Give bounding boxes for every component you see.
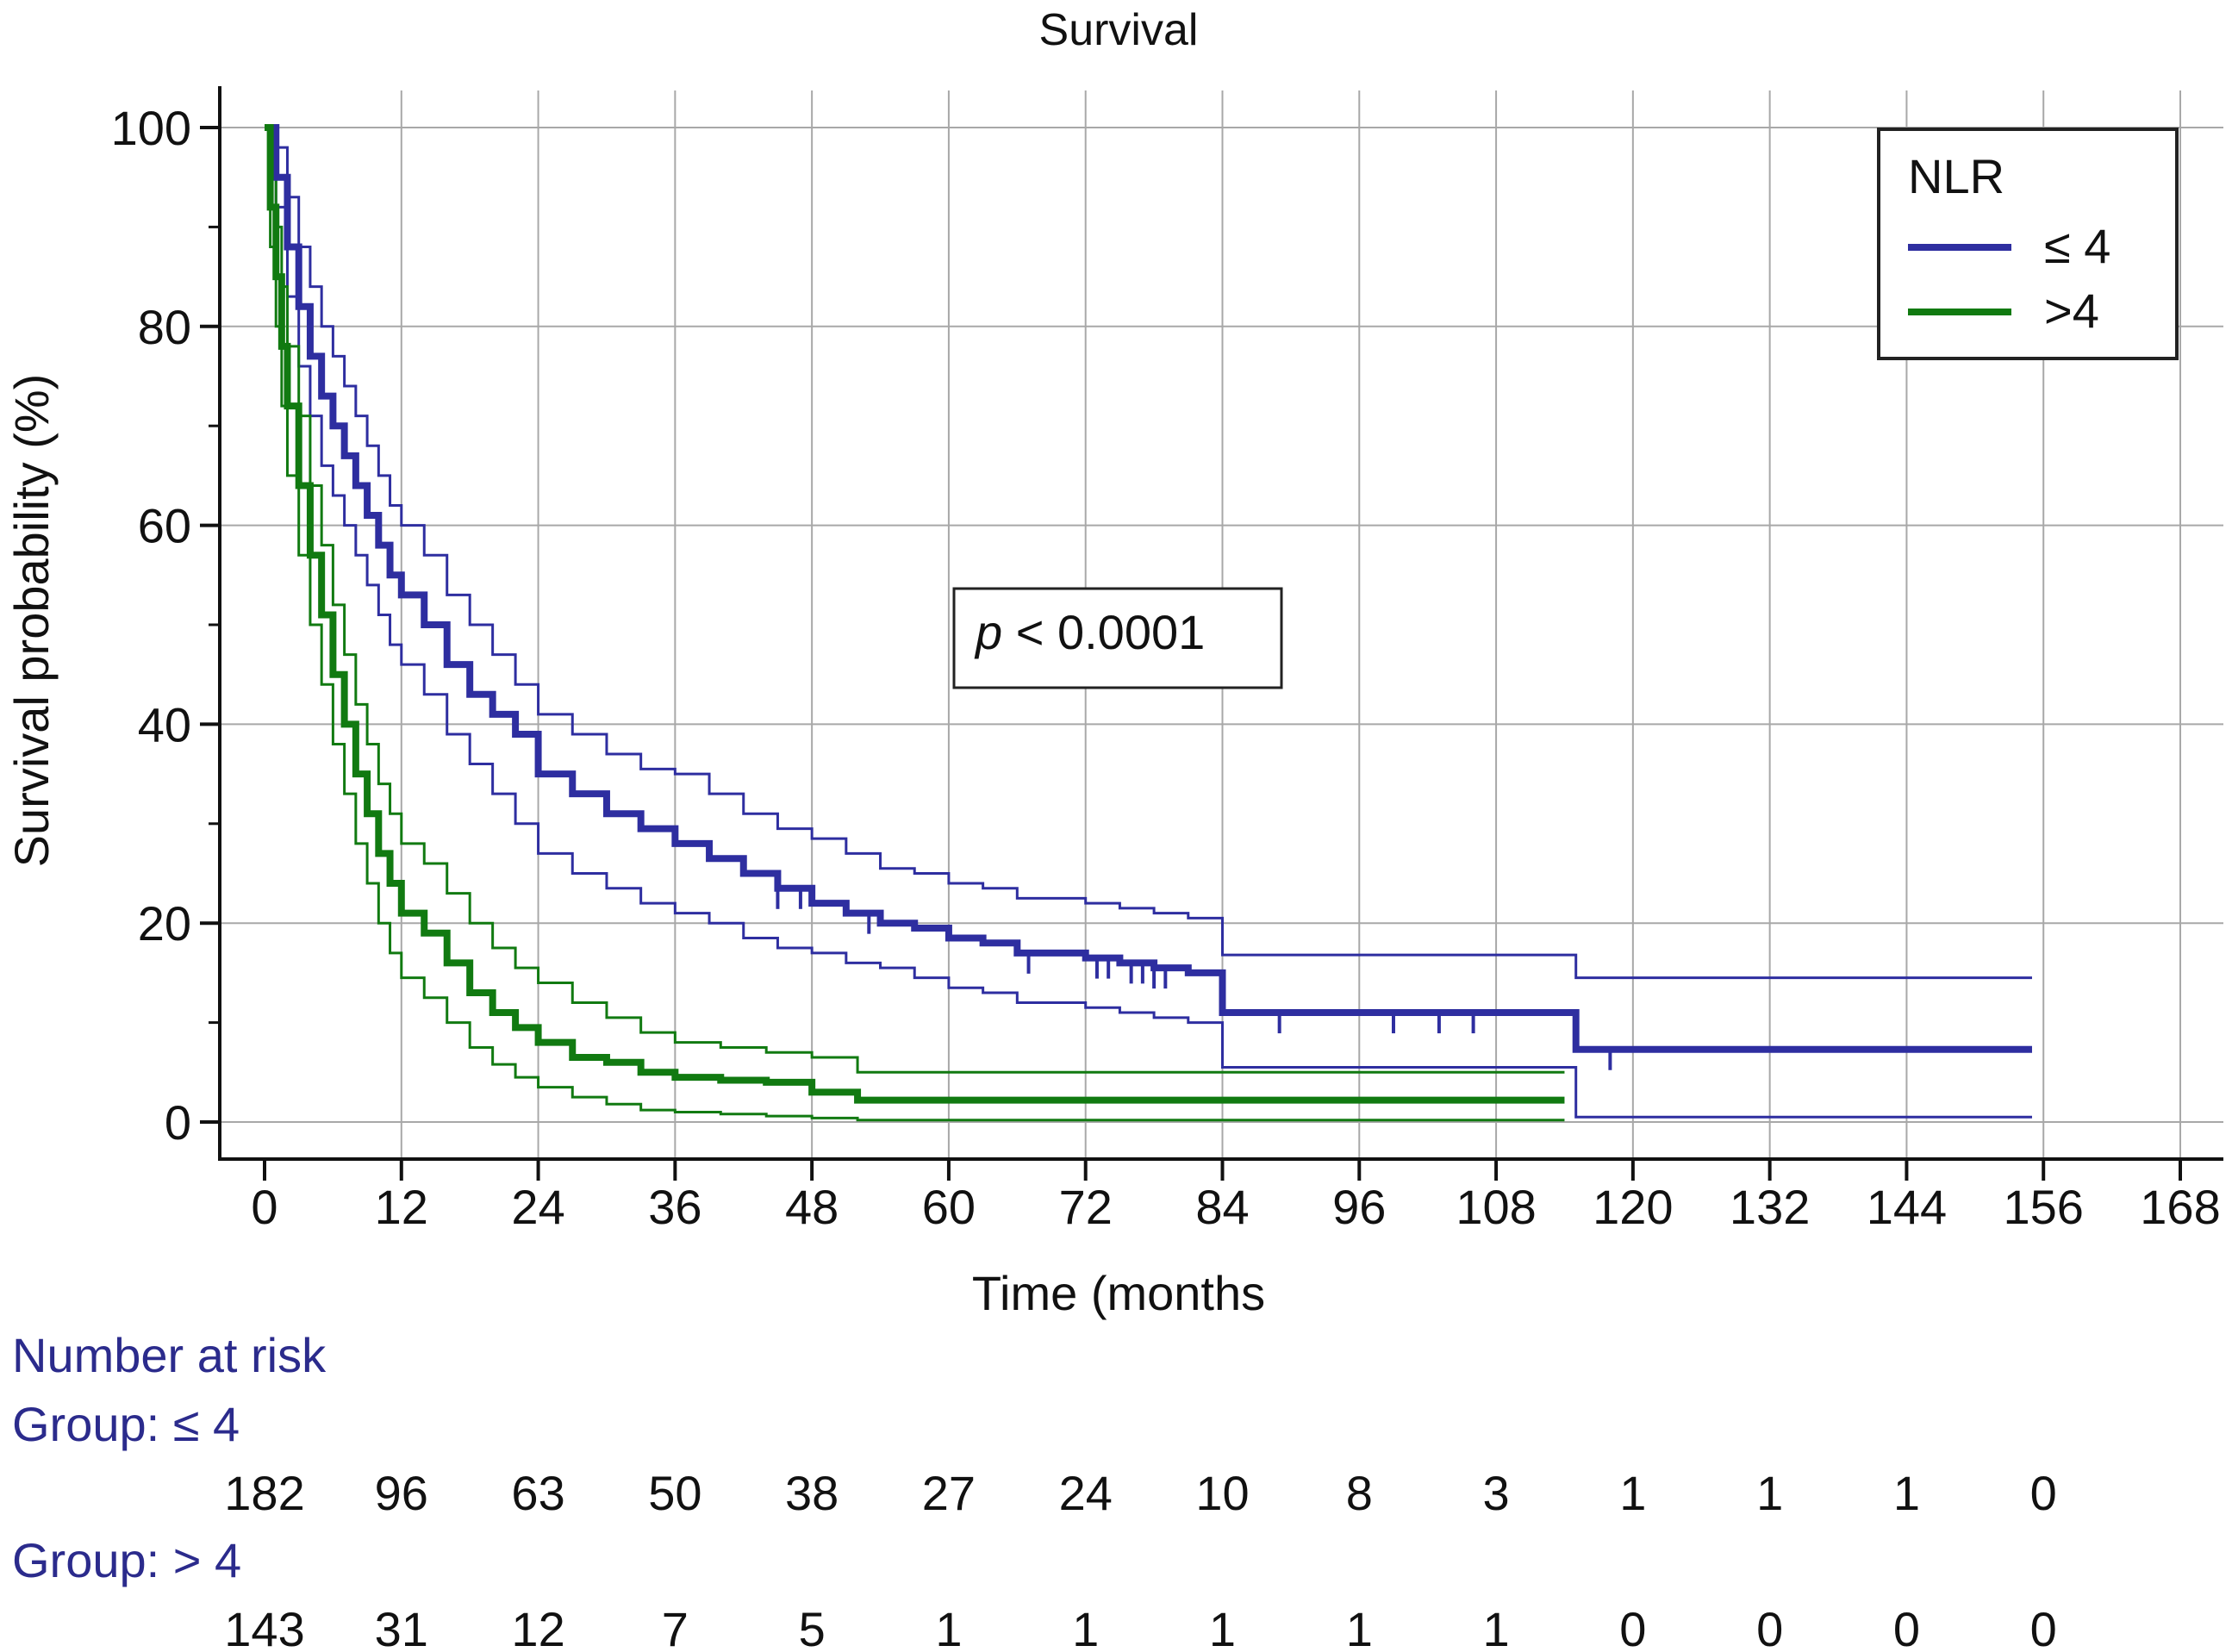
- risk-value: 12: [511, 1602, 564, 1652]
- risk-value: 27: [922, 1466, 976, 1520]
- x-tick-label: 168: [2140, 1180, 2220, 1234]
- y-tick-label: 80: [138, 300, 191, 354]
- p-value-text: < 0.0001: [1002, 605, 1205, 659]
- risk-value: 10: [1195, 1466, 1249, 1520]
- chart-title: Survival: [1039, 5, 1199, 55]
- x-tick-label: 84: [1195, 1180, 1249, 1234]
- risk-value: 7: [662, 1602, 689, 1652]
- risk-table-title: Number at risk: [12, 1328, 327, 1382]
- ci-lower-1: [265, 126, 1565, 1122]
- ci-upper-1: [265, 126, 1565, 1074]
- x-tick-label: 132: [1730, 1180, 1810, 1234]
- x-tick-label: 156: [2003, 1180, 2083, 1234]
- risk-value: 1: [1209, 1602, 1236, 1652]
- x-tick-label: 12: [375, 1180, 428, 1234]
- y-tick-label: 60: [138, 499, 191, 553]
- x-tick-label: 144: [1867, 1180, 1947, 1234]
- legend-label-low: ≤ 4: [2044, 219, 2110, 273]
- risk-value: 38: [785, 1466, 839, 1520]
- risk-value: 8: [1346, 1466, 1373, 1520]
- risk-value: 1: [1072, 1602, 1099, 1652]
- y-axis-label: Survival probability (%): [4, 374, 59, 868]
- confidence-bands: [265, 126, 2032, 1122]
- risk-row-high: 143 31 12 7 5 1 1 1 1 1 0 0 0 0: [224, 1602, 2057, 1652]
- ci-lower-0: [265, 126, 2032, 1119]
- legend-title: NLR: [1908, 149, 2004, 203]
- y-tick-label: 100: [111, 101, 191, 155]
- y-tick-label: 0: [165, 1095, 191, 1150]
- x-tick-label: 24: [511, 1180, 564, 1234]
- risk-value: 1: [1756, 1466, 1783, 1520]
- risk-value: 0: [1756, 1602, 1783, 1652]
- y-tick-label: 20: [138, 896, 191, 951]
- risk-value: 143: [224, 1602, 304, 1652]
- x-tick-label: 96: [1332, 1180, 1386, 1234]
- legend-label-high: >4: [2044, 284, 2099, 338]
- risk-value: 63: [511, 1466, 564, 1520]
- risk-group-label-high: Group: > 4: [12, 1533, 241, 1587]
- risk-value: 1: [1893, 1466, 1920, 1520]
- y-tick-labels: 0 20 40 60 80 100: [111, 101, 191, 1150]
- x-tick-label: 120: [1593, 1180, 1673, 1234]
- x-tick-label: 36: [648, 1180, 701, 1234]
- p-value-italic: p: [974, 605, 1002, 659]
- risk-value: 96: [375, 1466, 428, 1520]
- x-tick-label: 72: [1059, 1180, 1113, 1234]
- risk-value: 0: [2030, 1602, 2057, 1652]
- x-tick-label: 108: [1456, 1180, 1536, 1234]
- risk-value: 24: [1059, 1466, 1113, 1520]
- risk-value: 3: [1482, 1466, 1509, 1520]
- risk-value: 0: [1619, 1602, 1646, 1652]
- x-tick-label: 48: [785, 1180, 839, 1234]
- risk-value: 1: [1619, 1466, 1646, 1520]
- risk-value: 0: [2030, 1466, 2057, 1520]
- risk-group-label-low: Group: ≤ 4: [12, 1397, 240, 1451]
- x-tick-labels: 0 12 24 36 48 60 72 84 96 108 120 132 144 156 168: [251, 1180, 2220, 1234]
- x-axis-label: Time (months: [972, 1266, 1265, 1320]
- risk-value: 50: [648, 1466, 701, 1520]
- x-tick-label: 60: [922, 1180, 976, 1234]
- risk-value: 31: [375, 1602, 428, 1652]
- risk-row-low: 182 96 63 50 38 27 24 10 8 3 1 1 1 0: [224, 1466, 2057, 1520]
- risk-value: 182: [224, 1466, 304, 1520]
- p-value-annotation: p < 0.0001: [952, 587, 1283, 689]
- risk-value: 0: [1893, 1602, 1920, 1652]
- risk-value: 1: [1482, 1602, 1509, 1652]
- legend: NLR ≤ 4 >4: [1877, 128, 2179, 360]
- ci-upper-0: [265, 126, 2032, 980]
- y-tick-label: 40: [138, 697, 191, 751]
- x-tick-label: 0: [251, 1180, 277, 1234]
- survival-curve-1: [265, 124, 1565, 1104]
- risk-value: 1: [1346, 1602, 1373, 1652]
- censor-marks: [776, 888, 1612, 1070]
- risk-table: Number at risk Group: ≤ 4 182 96 63 50 38 27 2…: [12, 1328, 2057, 1652]
- risk-value: 5: [799, 1602, 826, 1652]
- p-value-box: [952, 587, 1283, 689]
- axes: [200, 86, 2223, 1181]
- risk-value: 1: [935, 1602, 962, 1652]
- svg-text:p < 0.0001: p < 0.0001: [974, 605, 1205, 659]
